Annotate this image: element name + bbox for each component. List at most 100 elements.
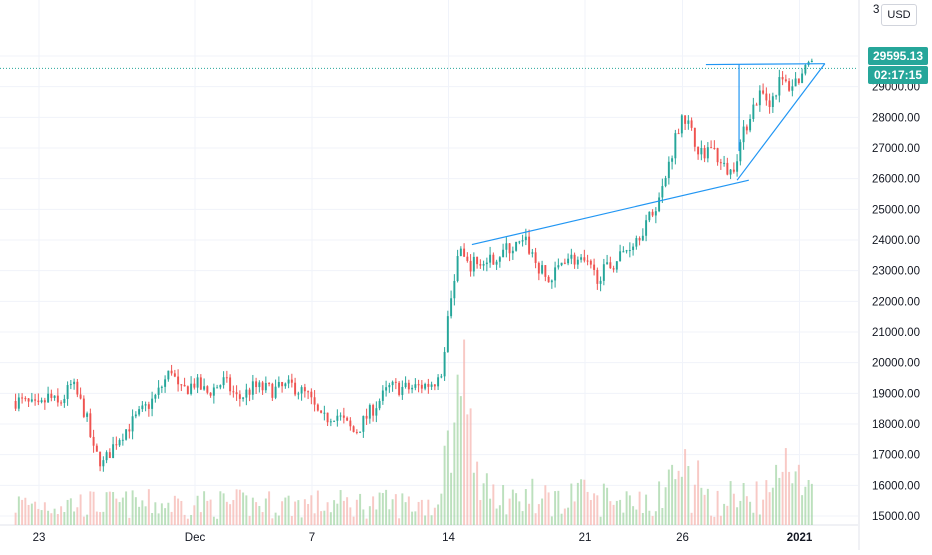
trendline[interactable] [736, 63, 826, 181]
candle-body [563, 262, 566, 264]
volume-bar [615, 500, 618, 525]
volume-bar [768, 492, 771, 525]
candle-body [801, 73, 804, 83]
candle-body [570, 254, 573, 259]
candle-body [602, 264, 605, 281]
volume-bar [69, 498, 72, 525]
volume-bar [752, 512, 755, 525]
volume-bar [684, 449, 687, 525]
volume-bar [635, 509, 638, 525]
candle-body [417, 384, 420, 386]
x-tick-label: 2021 [787, 532, 813, 544]
volume-bar [255, 502, 258, 525]
volume-bar [268, 491, 271, 525]
volume-bar [700, 487, 703, 525]
volume-bar [417, 501, 420, 525]
volume-bar [378, 492, 381, 525]
volume-bar [482, 483, 485, 525]
candle-body [768, 100, 771, 108]
volume-bar [521, 511, 524, 525]
candle-body [433, 384, 436, 387]
volume-bar [258, 505, 261, 525]
x-axis[interactable]: 23 Dec 7 14 21 26 2021 [33, 532, 813, 544]
candle-body [674, 133, 677, 159]
candle-body [628, 250, 631, 252]
candle-body [73, 381, 76, 385]
volume-bar [570, 483, 573, 525]
candle-body [40, 400, 43, 403]
candle-body [368, 405, 371, 419]
candle-body [710, 147, 713, 149]
trendline[interactable] [705, 63, 825, 66]
volume-bar [290, 515, 293, 525]
candle-body [125, 429, 128, 440]
candle-body [69, 384, 72, 386]
countdown-tag: 02:17:15 [868, 66, 928, 84]
trendline[interactable] [471, 179, 749, 246]
volume-bar [749, 501, 752, 525]
volume-bar [144, 506, 147, 525]
y-tick-label: 16000.00 [872, 480, 920, 492]
currency-button[interactable]: USD [881, 4, 917, 26]
candle-body [583, 257, 586, 261]
candle-body [677, 133, 680, 135]
candle-body [622, 251, 625, 253]
candle-body [21, 397, 24, 399]
candle-body [700, 148, 703, 155]
volume-bar [716, 490, 719, 525]
candle-body [105, 452, 108, 461]
candle-body [648, 211, 651, 221]
candle-body [664, 178, 667, 187]
volume-bar [102, 511, 105, 525]
y-tick-label: 26000.00 [872, 174, 920, 186]
volume-bar [242, 492, 245, 525]
volume-bar [573, 501, 576, 525]
volume-bar [424, 515, 427, 525]
volume-bar [505, 514, 508, 525]
candle-body [60, 402, 63, 404]
candle-body [609, 262, 612, 269]
candle-body [112, 444, 115, 459]
volume-bar [674, 479, 677, 525]
candle-body [346, 417, 349, 421]
volume-bar [141, 500, 144, 525]
trendlines[interactable] [471, 63, 826, 246]
y-axis[interactable]: 30000.0029000.0028000.0027000.0026000.00… [872, 51, 920, 523]
candle-body [14, 401, 17, 409]
candle-body [654, 211, 657, 216]
volume-bar [21, 499, 24, 525]
volume-bar [105, 492, 108, 525]
candle-body [258, 382, 261, 388]
candle-body [661, 186, 664, 198]
candle-body [359, 431, 362, 433]
candle-body [573, 254, 576, 265]
y-tick-label: 27000.00 [872, 143, 920, 155]
volume-bar [466, 414, 469, 525]
volume-bar [183, 514, 186, 525]
candle-body [775, 95, 778, 97]
candle-body [378, 400, 381, 409]
volume-bar [170, 511, 173, 525]
candle-body [599, 280, 602, 284]
candle-body [151, 398, 154, 409]
volume-bar [151, 513, 154, 525]
candle-body [453, 280, 456, 299]
candle-body [235, 392, 238, 395]
candle-body [362, 415, 365, 432]
volume-bar [297, 500, 300, 525]
candle-body [144, 404, 147, 406]
volume-bar [430, 515, 433, 525]
volume-bar [284, 497, 287, 525]
candle-body [154, 394, 157, 399]
volume-bar [138, 506, 141, 525]
candle-body [284, 383, 287, 387]
candle-body [268, 383, 271, 385]
volume-bar [398, 518, 401, 525]
candle-body [638, 238, 641, 241]
candle-body [797, 78, 800, 83]
volume-bar [469, 408, 472, 525]
volume-bar [433, 507, 436, 525]
candle-body [749, 118, 752, 131]
